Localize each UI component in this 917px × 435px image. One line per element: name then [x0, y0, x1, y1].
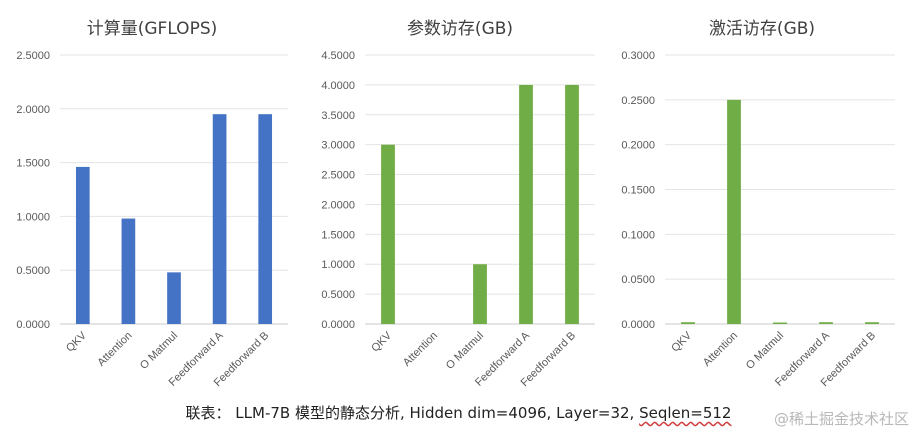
x-tick-label: QKV	[669, 329, 694, 354]
bar-feedforward-b	[865, 322, 879, 324]
x-tick-label: O Matmul	[138, 330, 180, 372]
y-tick-label: 0.5000	[321, 289, 355, 301]
y-tick-label: 0.0000	[16, 319, 50, 331]
y-tick-label: 1.5000	[321, 229, 355, 241]
y-tick-label: 0.3000	[621, 50, 655, 62]
y-tick-label: 0.5000	[16, 265, 50, 277]
y-tick-label: 0.0000	[321, 319, 355, 331]
y-tick-label: 2.0000	[16, 104, 50, 116]
y-tick-label: 2.0000	[321, 199, 355, 211]
charts-canvas: 计算量(GFLOPS) 0.0000 0.5000 1.0000 1.5000 2.000…	[16, 19, 895, 389]
y-tick-label: 0.1500	[621, 185, 655, 197]
chart-title: 参数访存(GB)	[407, 19, 513, 39]
x-tick-label: Attention	[401, 330, 440, 369]
x-tick-label: O Matmul	[444, 330, 486, 372]
x-tick-label: Attention	[701, 330, 740, 369]
bar-o-matmul	[167, 272, 181, 324]
chart-title: 激活访存(GB)	[709, 19, 815, 39]
bar-qkv	[381, 144, 395, 324]
y-tick-label: 2.5000	[16, 50, 50, 62]
bar-o-matmul	[773, 322, 787, 324]
chart-title: 计算量(GFLOPS)	[87, 19, 218, 39]
y-tick-label: 1.0000	[321, 259, 355, 271]
chart-2: 参数访存(GB) 0.0000 0.5000 1.0000 1.5000 2.0000 2.…	[321, 19, 595, 389]
y-tick-label: 4.0000	[321, 80, 355, 92]
y-tick-label: 0.1000	[621, 229, 655, 241]
y-tick-label: 1.0000	[16, 211, 50, 223]
y-tick-label: 0.2000	[621, 140, 655, 152]
y-tick-label: 0.0000	[621, 319, 655, 331]
chart-3: 激活访存(GB) 0.0000 0.0500 0.1000 0.1500 0.2000 0.…	[621, 19, 895, 389]
bar-attention	[727, 99, 741, 324]
y-tick-label: 0.0500	[621, 274, 655, 286]
bar-attention	[121, 218, 136, 324]
y-tick-label: 0.2500	[621, 95, 655, 107]
bar-feedforward-b	[258, 114, 273, 325]
bar-feedforward-a	[519, 84, 533, 324]
y-tick-label: 2.5000	[321, 170, 355, 182]
x-tick-label: Attention	[95, 330, 134, 369]
bar-qkv	[75, 166, 90, 324]
x-tick-label: O Matmul	[744, 330, 786, 372]
chart-1: 计算量(GFLOPS) 0.0000 0.5000 1.0000 1.5000 2.000…	[16, 19, 288, 389]
y-tick-label: 1.5000	[16, 158, 50, 170]
figure-caption: 联表： LLM-7B 模型的静态分析, Hidden dim=4096, Lay…	[0, 402, 917, 423]
caption-text: 联表： LLM-7B 模型的静态分析, Hidden dim=4096, Lay…	[185, 404, 640, 422]
bar-qkv	[681, 322, 695, 324]
watermark-text: @稀土掘金技术社区	[773, 410, 909, 428]
bar-feedforward-b	[565, 84, 579, 324]
caption-seqlen: Seqlen=512	[639, 404, 732, 422]
y-tick-label: 3.0000	[321, 140, 355, 152]
x-tick-label: QKV	[64, 329, 89, 354]
bar-o-matmul	[473, 264, 487, 324]
y-tick-label: 3.5000	[321, 110, 355, 122]
bar-feedforward-a	[212, 114, 227, 325]
bar-feedforward-a	[819, 322, 833, 324]
x-tick-label: QKV	[369, 329, 394, 354]
y-tick-label: 4.5000	[321, 50, 355, 62]
